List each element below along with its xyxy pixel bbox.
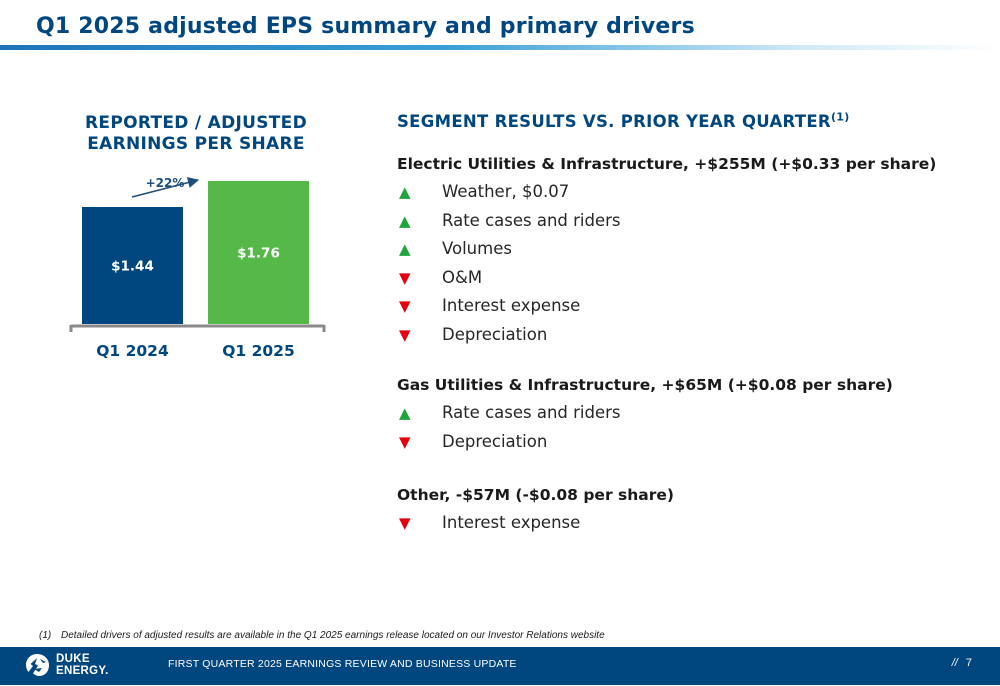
driver-label: Volumes [442, 239, 512, 258]
eps-bar [208, 181, 309, 324]
driver-item: ▼ Interest expense [397, 292, 987, 321]
up-arrow-icon: ▲ [399, 183, 411, 201]
up-arrow-icon: ▲ [399, 404, 411, 422]
segment-heading-text: SEGMENT RESULTS VS. PRIOR YEAR QUARTER [397, 112, 831, 131]
duke-energy-logo-icon [26, 654, 49, 676]
segment-results-heading: SEGMENT RESULTS VS. PRIOR YEAR QUARTER(1… [397, 110, 850, 132]
driver-item: ▲ Rate cases and riders [397, 207, 987, 236]
driver-label: Depreciation [442, 431, 548, 451]
segment-electric: Electric Utilities & Infrastructure, +$2… [397, 150, 987, 349]
segment-title: Other, -$57M (-$0.08 per share) [397, 486, 674, 504]
segment-spacer [397, 349, 987, 371]
driver-label: Weather, $0.07 [442, 182, 570, 201]
duke-energy-logo: DUKE ENERGY. [22, 651, 132, 681]
logo-line1: DUKE [56, 653, 90, 665]
segment-title: Electric Utilities & Infrastructure, +$2… [397, 155, 937, 173]
bar-value-label: $1.44 [111, 259, 154, 275]
driver-item: ▼ Depreciation [397, 321, 987, 350]
category-tick-label: Q1 2024 [96, 342, 169, 360]
footer-bar: DUKE ENERGY. FIRST QUARTER 2025 EARNINGS… [0, 647, 1000, 685]
eps-heading-line2: EARNINGS PER SHARE [87, 134, 305, 154]
segment-other: Other, -$57M (-$0.08 per share) ▼ Interes… [397, 481, 987, 538]
down-arrow-icon: ▼ [399, 297, 411, 315]
segment-spacer [397, 456, 987, 481]
down-arrow-icon: ▼ [399, 432, 411, 451]
segment-results-list: Electric Utilities & Infrastructure, +$2… [397, 150, 987, 538]
driver-item: ▼ Interest expense [397, 509, 987, 538]
driver-label: Rate cases and riders [442, 403, 621, 422]
eps-heading-line1: REPORTED / ADJUSTED [85, 113, 307, 133]
eps-chart-heading: REPORTED / ADJUSTED EARNINGS PER SHARE [48, 113, 344, 155]
up-arrow-icon: ▲ [399, 240, 411, 258]
category-tick-label: Q1 2025 [222, 342, 295, 360]
driver-item: ▲ Weather, $0.07 [397, 178, 987, 207]
growth-arrow-icon [131, 177, 200, 198]
driver-label: Rate cases and riders [442, 210, 621, 230]
eps-bar [82, 207, 183, 324]
down-arrow-icon: ▼ [399, 325, 411, 344]
footnote-ref: (1) [830, 110, 850, 124]
footnote-number: (1) [39, 630, 52, 641]
page-separator: // [951, 657, 958, 669]
segment-gas: Gas Utilities & Infrastructure, +$65M (+… [397, 371, 987, 456]
down-arrow-icon: ▼ [399, 514, 411, 532]
driver-item: ▼ Depreciation [397, 428, 987, 457]
down-arrow-icon: ▼ [399, 268, 411, 287]
footnote-text: Detailed drivers of adjusted results are… [61, 630, 605, 641]
logo-line2: ENERGY. [56, 664, 109, 677]
driver-item: ▲ Volumes [397, 235, 987, 264]
page-number: 7 [965, 657, 972, 669]
driver-label: Interest expense [442, 296, 581, 315]
segment-title: Gas Utilities & Infrastructure, +$65M (+… [397, 376, 893, 394]
title-underline [0, 45, 1000, 50]
page-number-area: // 7 [952, 657, 972, 669]
bar-value-label: $1.76 [237, 246, 280, 262]
footer-title: FIRST QUARTER 2025 EARNINGS REVIEW AND B… [168, 658, 517, 670]
driver-label: O&M [442, 267, 483, 287]
footnote: (1) Detailed drivers of adjusted results … [39, 630, 605, 641]
driver-item: ▼ O&M [397, 264, 987, 293]
driver-item: ▲ Rate cases and riders [397, 399, 987, 428]
driver-label: Interest expense [442, 513, 581, 532]
logo-wordmark: DUKE ENERGY. [56, 653, 109, 677]
page-title: Q1 2025 adjusted EPS summary and primary… [36, 14, 695, 39]
up-arrow-icon: ▲ [399, 211, 411, 230]
eps-bar-chart: $1.44 $1.76 Q1 2024 Q1 2025 +22% [69, 176, 326, 360]
growth-annotation: +22% [146, 176, 185, 190]
driver-label: Depreciation [442, 324, 548, 344]
